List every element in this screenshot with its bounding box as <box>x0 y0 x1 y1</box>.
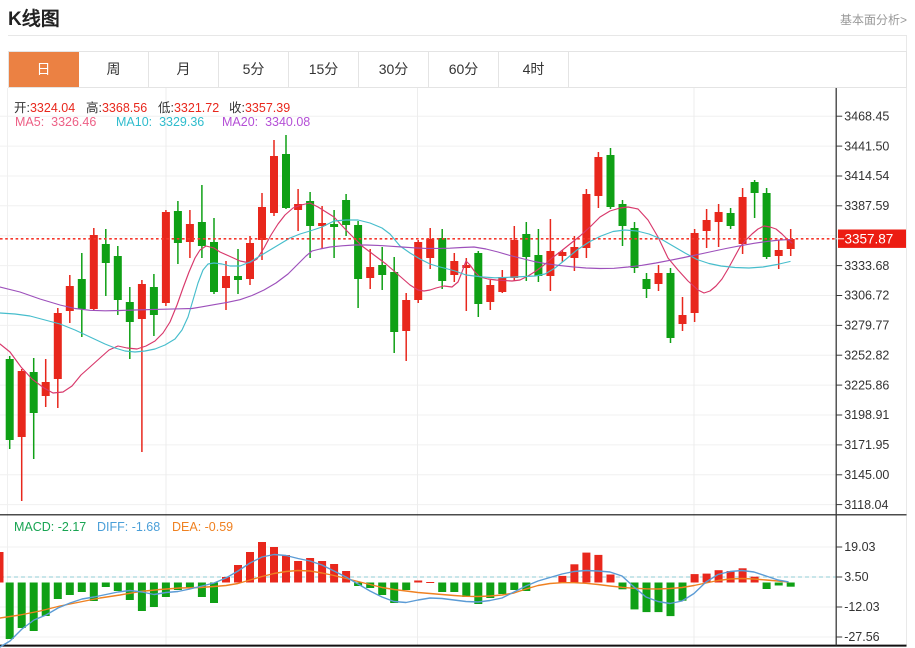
svg-text:3441.50: 3441.50 <box>844 139 889 153</box>
svg-text:3279.77: 3279.77 <box>844 319 889 333</box>
svg-text:3225.86: 3225.86 <box>844 378 889 392</box>
svg-text:3387.59: 3387.59 <box>844 199 889 213</box>
svg-text:3468.45: 3468.45 <box>844 109 889 123</box>
svg-text:3414.54: 3414.54 <box>844 169 889 183</box>
svg-text:3333.68: 3333.68 <box>844 259 889 273</box>
svg-text:-27.56: -27.56 <box>844 630 879 644</box>
svg-text:3118.04: 3118.04 <box>844 498 888 512</box>
svg-text:-12.03: -12.03 <box>844 600 879 614</box>
svg-text:3171.95: 3171.95 <box>844 438 889 452</box>
svg-text:3252.82: 3252.82 <box>844 348 889 362</box>
svg-text:3145.00: 3145.00 <box>844 468 889 482</box>
svg-text:3306.72: 3306.72 <box>844 289 889 303</box>
svg-text:19.03: 19.03 <box>844 540 875 554</box>
svg-text:3198.91: 3198.91 <box>844 408 889 422</box>
svg-text:3.50: 3.50 <box>844 570 868 584</box>
svg-text:3357.87: 3357.87 <box>845 232 894 247</box>
